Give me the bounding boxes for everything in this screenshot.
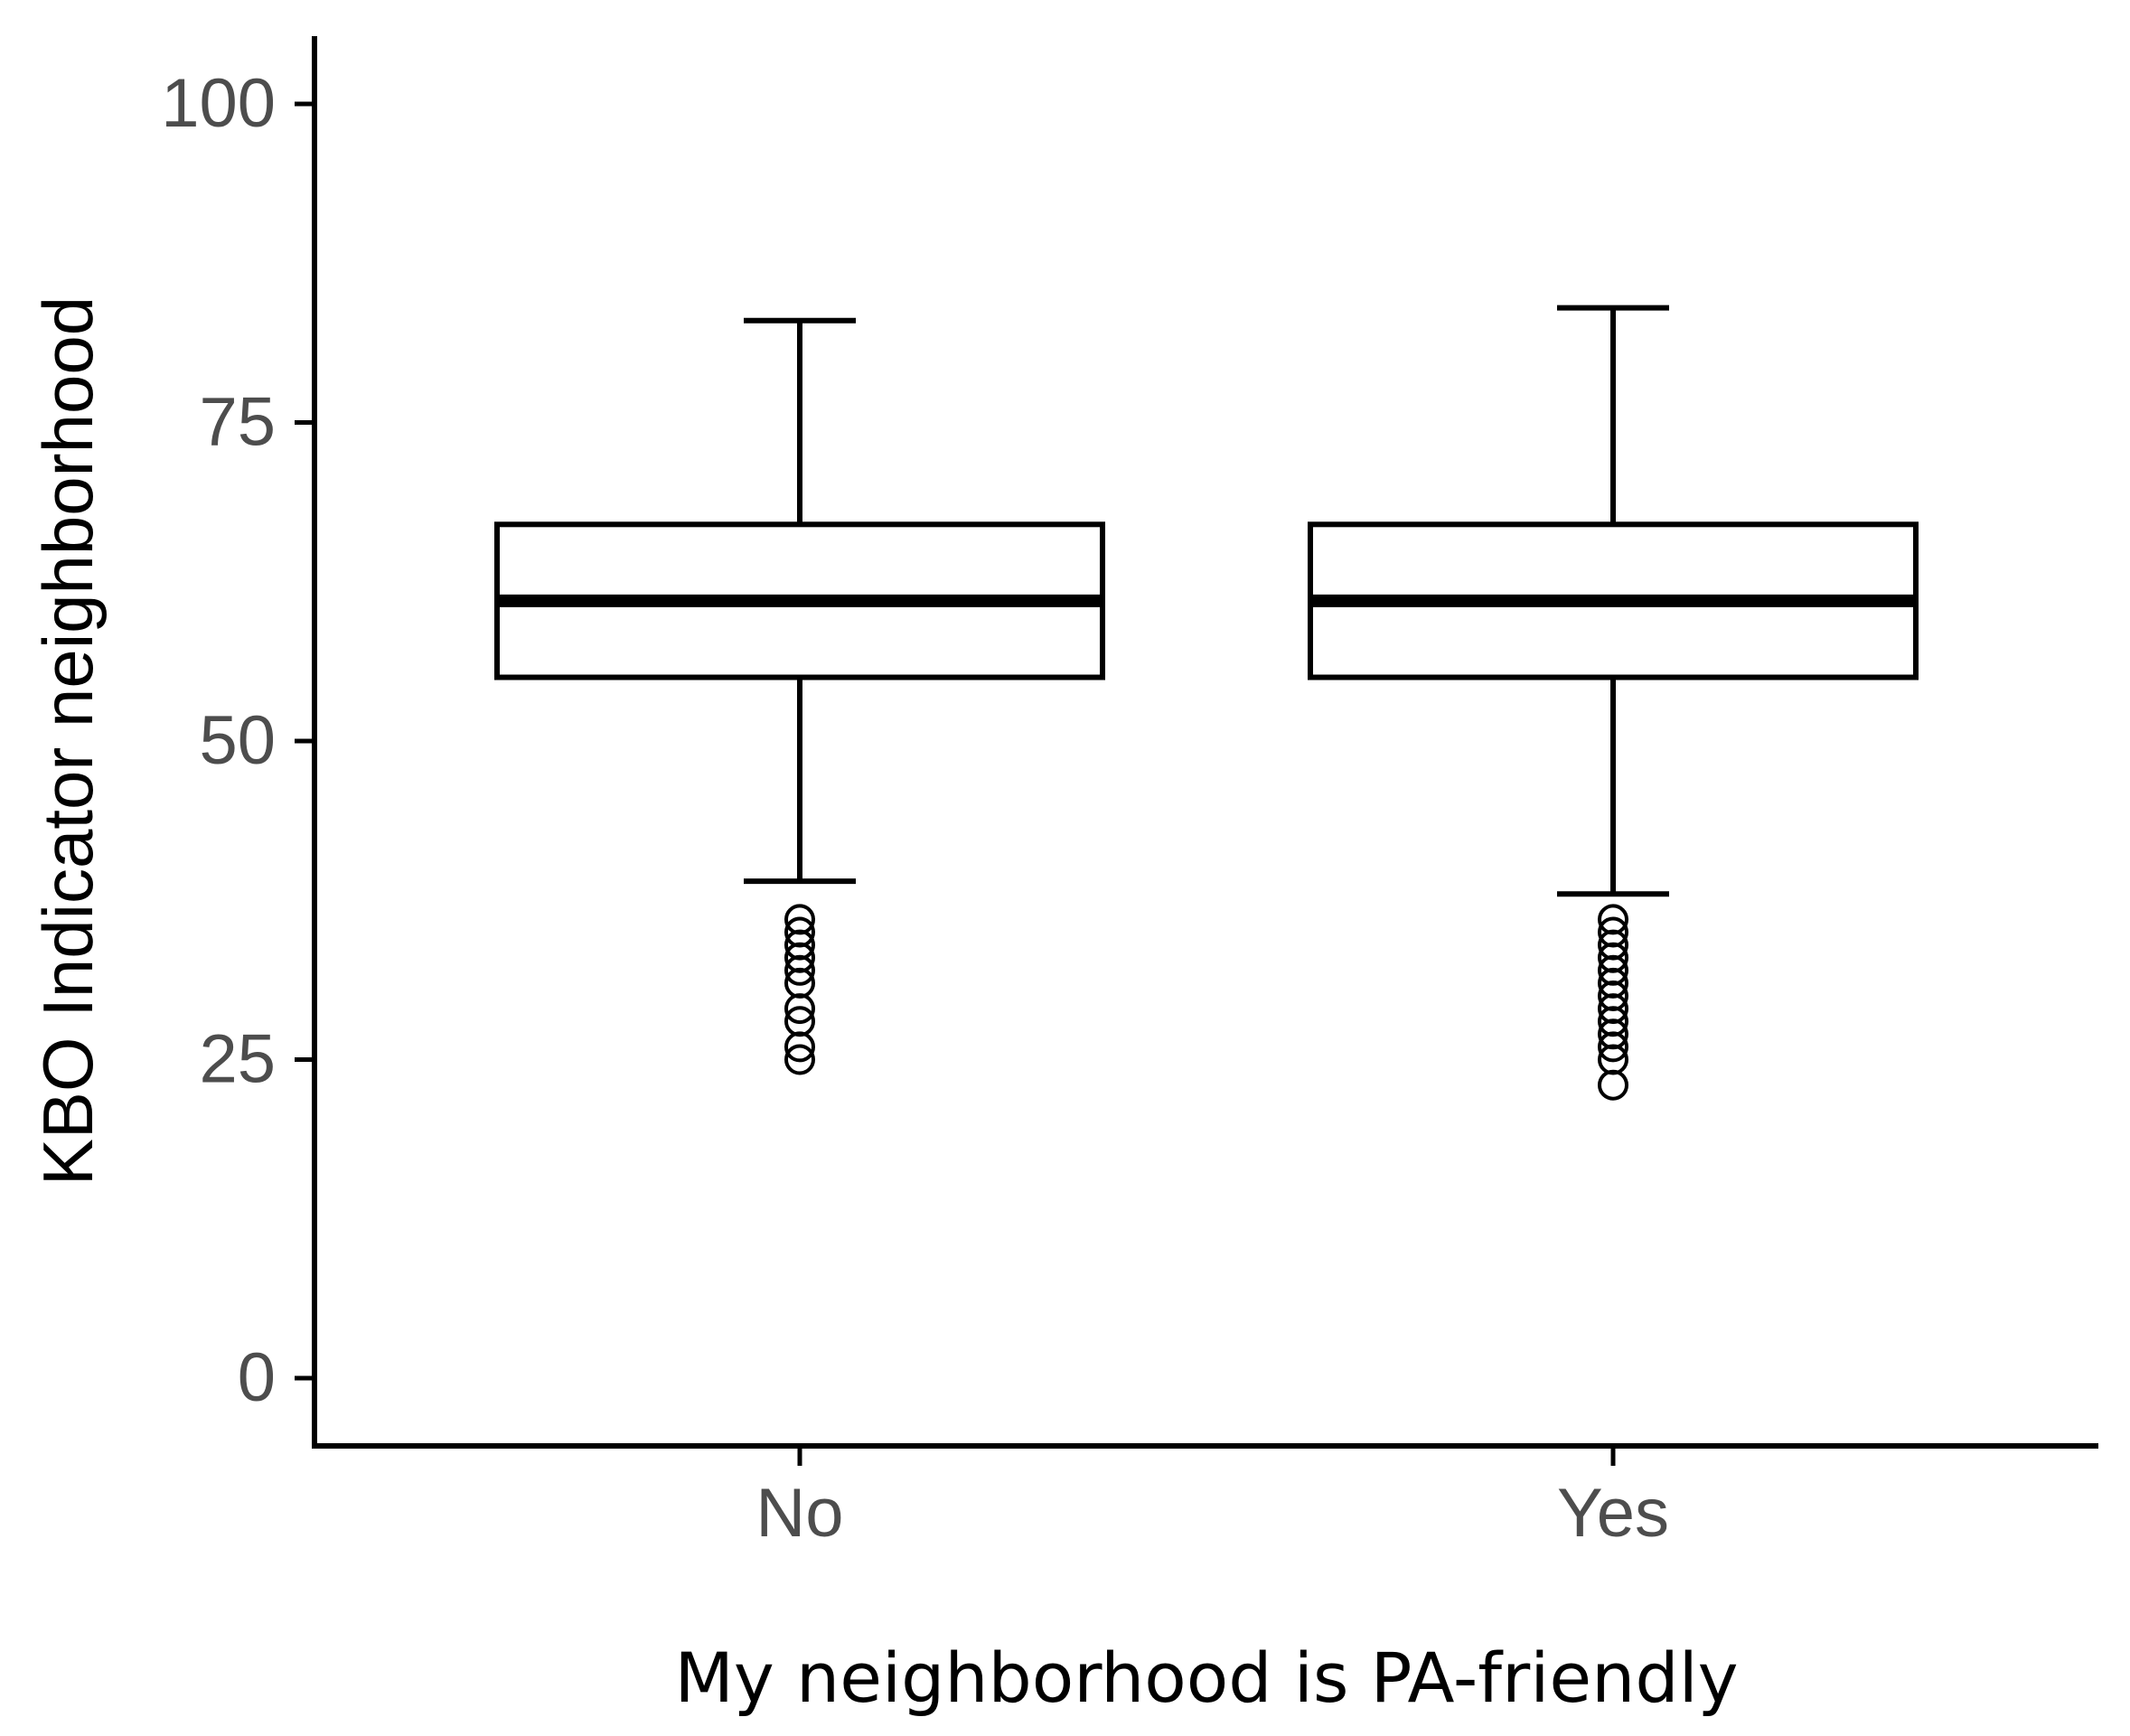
outlier-point	[1598, 916, 1628, 948]
y-tick-label: 100	[161, 65, 276, 142]
box-yes	[1308, 305, 1919, 1101]
boxes	[494, 305, 1919, 1101]
x-tick-label: No	[755, 1475, 843, 1552]
y-axis-label: KBO Indicator neighborhood	[28, 296, 108, 1186]
box-no	[494, 317, 1105, 1075]
outlier-point	[1598, 1069, 1628, 1101]
y-tick-label: 0	[238, 1339, 276, 1416]
axes	[312, 36, 2098, 1449]
y-tick-label: 75	[199, 384, 276, 461]
outlier-point	[784, 1006, 815, 1037]
y-tick-label: 25	[199, 1021, 276, 1098]
y-tick-label: 50	[199, 702, 276, 779]
outlier-point	[1598, 904, 1628, 935]
x-axis-label: My neighborhood is PA-friendly	[674, 1637, 1738, 1718]
x-ticks: No Yes	[755, 1446, 1669, 1552]
outlier-point	[784, 1044, 815, 1075]
y-ticks: 0 25 50 75 100	[161, 65, 314, 1416]
x-tick-label: Yes	[1557, 1475, 1669, 1552]
outlier-point	[784, 904, 815, 935]
outlier-point	[784, 916, 815, 948]
